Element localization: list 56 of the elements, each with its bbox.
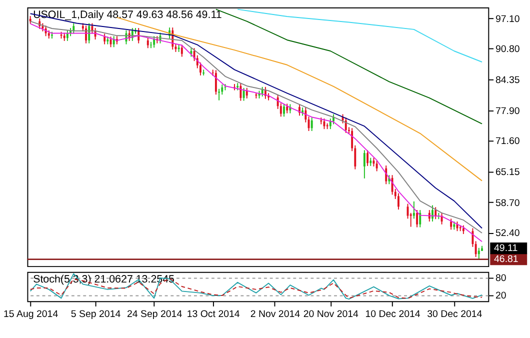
y-tick-label: 20 <box>495 290 507 302</box>
candlestick <box>478 247 480 260</box>
candlestick <box>397 192 400 210</box>
x-tick-label: 24 Sep 2014 <box>126 309 183 320</box>
candlestick <box>91 22 94 34</box>
candlestick <box>153 36 156 48</box>
x-tick-label: 20 Nov 2014 <box>303 309 360 320</box>
y-tick-label: 84.35 <box>495 74 520 86</box>
x-tick-label: 30 Dec 2014 <box>427 309 483 320</box>
candlestick <box>310 117 313 132</box>
candlestick <box>329 118 332 130</box>
candlestick <box>202 69 205 76</box>
candlestick <box>432 204 434 222</box>
candlestick <box>218 88 220 101</box>
y-tick-label: 80 <box>495 273 507 284</box>
candlestick <box>242 87 245 102</box>
candlestick <box>363 150 366 179</box>
candlestick <box>240 82 242 102</box>
candlestick <box>419 210 422 228</box>
candlestick <box>376 160 378 172</box>
candlestick <box>112 36 115 48</box>
candlestick <box>434 206 437 220</box>
x-tick-label: 13 Oct 2014 <box>186 309 240 320</box>
x-tick-label: 2 Nov 2014 <box>250 309 301 320</box>
y-tick-label: 90.80 <box>495 44 520 56</box>
candlestick <box>323 118 326 130</box>
candlestick <box>474 240 477 258</box>
candlestick <box>146 37 149 49</box>
candlestick <box>450 218 452 230</box>
candlestick <box>366 150 369 166</box>
candlestick <box>246 87 248 99</box>
line-series <box>237 8 482 62</box>
candlestick <box>261 86 264 97</box>
x-tick-label: 5 Sep 2014 <box>70 309 122 320</box>
candlestick <box>214 70 217 96</box>
candlestick <box>286 103 288 114</box>
candlestick <box>416 210 418 228</box>
candlestick <box>472 228 474 248</box>
y-tick-label: 65.15 <box>495 166 520 178</box>
chart-title: USOIL_1,Daily 48.57 49.63 48.56 49.11 <box>33 9 222 22</box>
y-tick-label: 58.70 <box>495 198 520 209</box>
text: 49.11 <box>494 243 518 254</box>
candlestick <box>283 103 285 118</box>
candlestick <box>104 33 106 45</box>
line-series <box>116 16 482 182</box>
y-tick-label: 77.90 <box>495 106 520 117</box>
candlestick <box>412 200 415 220</box>
ref-line-label: 46.81 <box>494 254 518 266</box>
y-tick-label: 71.60 <box>495 136 520 147</box>
y-tick-label: 97.10 <box>495 14 520 25</box>
candlestick <box>72 22 75 34</box>
x-tick-label: 15 Aug 2014 <box>4 309 59 320</box>
candlestick <box>304 107 307 123</box>
x-tick-label: 10 Dec 2014 <box>365 309 421 320</box>
line-series <box>30 273 482 300</box>
y-tick-label: 52.40 <box>495 228 520 239</box>
